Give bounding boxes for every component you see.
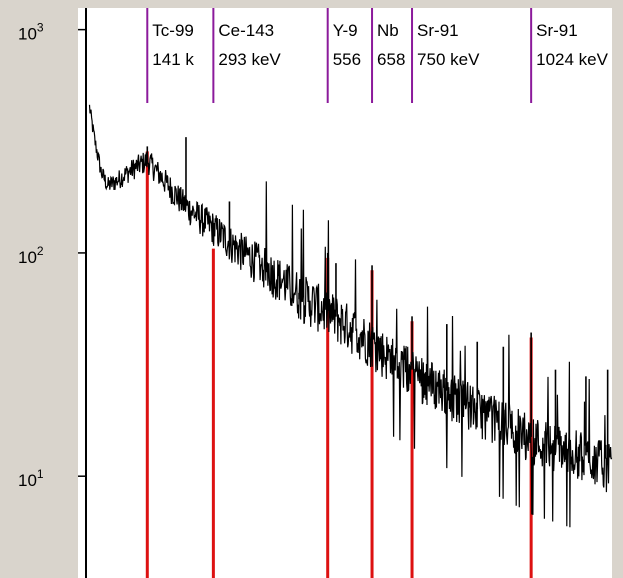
- y-tick-label: 103: [18, 21, 44, 44]
- peak-energy-label: 556: [333, 50, 361, 69]
- y-tick-label: 101: [18, 467, 44, 490]
- y-tick-label: 102: [18, 244, 44, 267]
- peak-nuclide-label: Tc-99: [152, 21, 194, 40]
- peak-energy-label: 141 k: [152, 50, 194, 69]
- peak-energy-label: 293 keV: [218, 50, 281, 69]
- peak-energy-label: 658: [377, 50, 405, 69]
- peak-label-band: [87, 8, 612, 103]
- peak-nuclide-label: Nb: [377, 21, 399, 40]
- peak-energy-label: 1024 keV: [536, 50, 608, 69]
- peak-nuclide-label: Y-9: [333, 21, 358, 40]
- peak-nuclide-label: Sr-91: [536, 21, 578, 40]
- peak-nuclide-label: Sr-91: [417, 21, 459, 40]
- peak-nuclide-label: Ce-143: [218, 21, 274, 40]
- peak-energy-label: 750 keV: [417, 50, 480, 69]
